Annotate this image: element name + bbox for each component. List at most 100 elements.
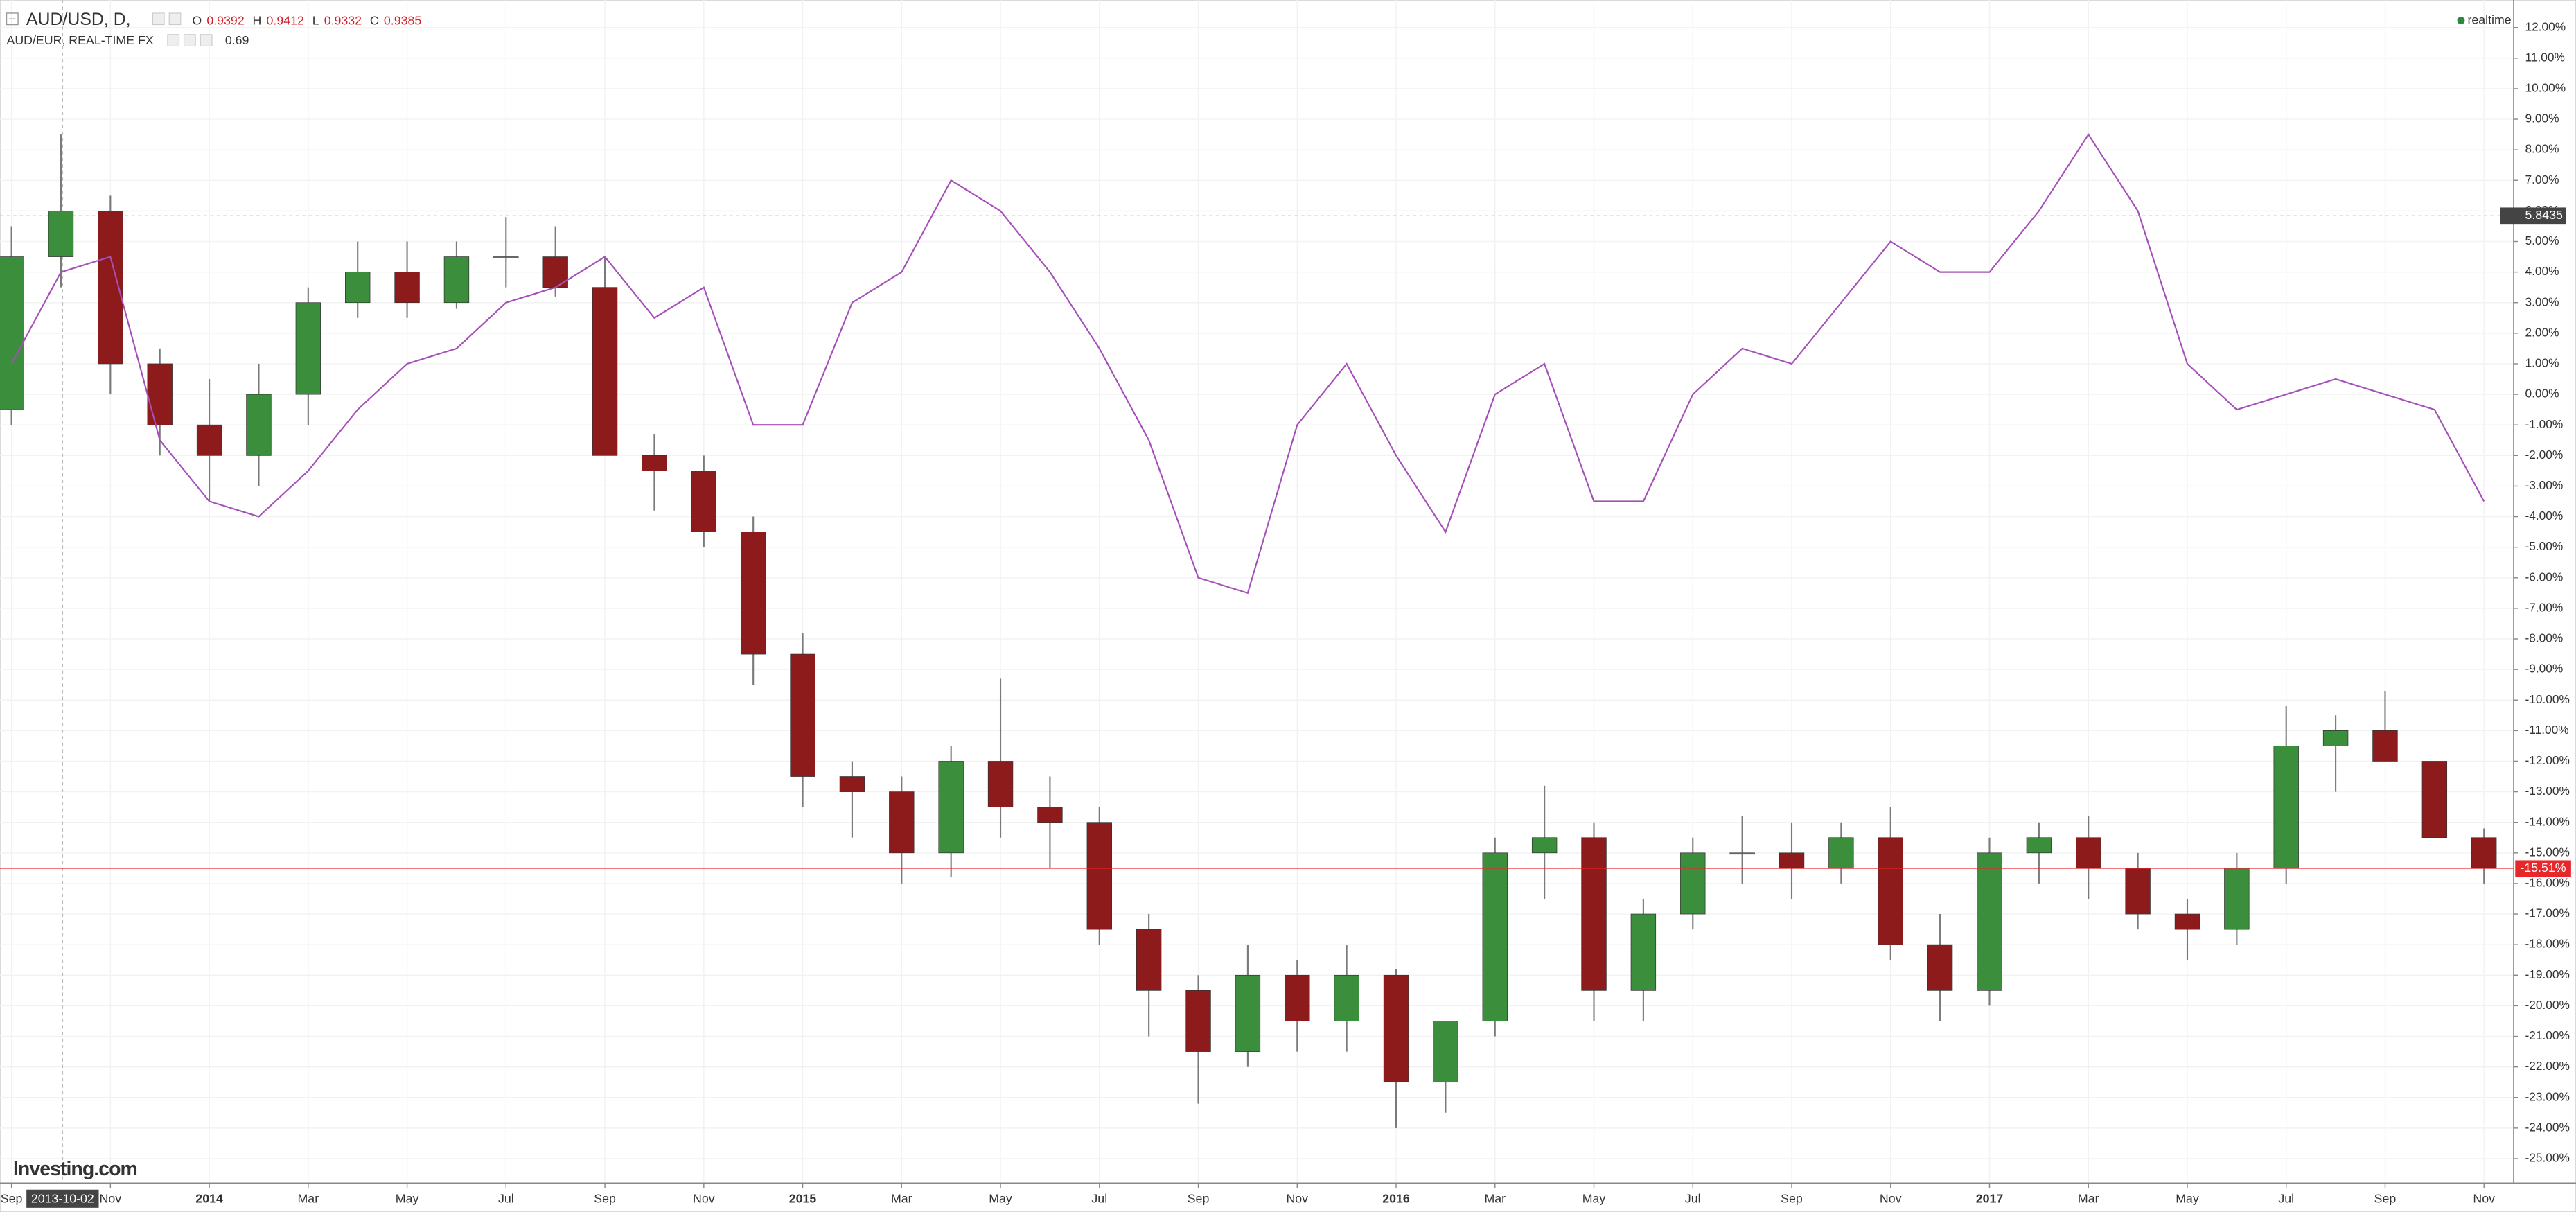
x-tick-label: Sep: [2374, 1192, 2397, 1206]
candle-body: [2421, 761, 2448, 838]
candle-body: [839, 776, 865, 792]
candle-body: [2125, 868, 2151, 915]
y-tick-label: -11.00%: [2525, 723, 2568, 737]
candle-body: [493, 256, 519, 258]
x-tick-label: Nov: [1286, 1192, 1308, 1206]
y-tick-label: -16.00%: [2525, 875, 2569, 889]
y-tick-label: -17.00%: [2525, 906, 2569, 920]
x-tick-label: Nov: [100, 1192, 122, 1206]
x-tick-label: 2016: [1382, 1192, 1410, 1206]
x-tick-label: Jul: [1685, 1192, 1701, 1206]
y-tick-label: 11.00%: [2525, 50, 2564, 64]
x-tick-label: Mar: [891, 1192, 912, 1206]
x-tick-label: Mar: [298, 1192, 319, 1206]
y-tick-label: -9.00%: [2525, 662, 2563, 676]
y-tick-label: -2.00%: [2525, 448, 2563, 462]
quote-label: O: [192, 14, 202, 28]
candle-body: [1828, 837, 1854, 869]
candle-body: [295, 302, 321, 395]
grid: [0, 0, 2514, 1184]
logo: Investing.com: [13, 1158, 137, 1180]
candle-body: [443, 256, 470, 304]
y-tick-label: -10.00%: [2525, 692, 2569, 706]
icon[interactable]: [167, 34, 180, 46]
candle-body: [2372, 730, 2398, 762]
crosshair-y-box: [2500, 207, 2566, 225]
candle-body: [987, 761, 1014, 808]
y-tick-label: -22.00%: [2525, 1059, 2569, 1073]
plot: [0, 133, 2514, 1128]
y-tick-label: -6.00%: [2525, 570, 2563, 583]
status-dot: [2457, 17, 2465, 25]
y-tick-label: -7.00%: [2525, 600, 2563, 614]
candle-body: [2224, 868, 2250, 930]
candle-body: [1086, 822, 1112, 930]
quote-label: C: [370, 14, 379, 28]
candle-body: [1482, 852, 1508, 1021]
quote-value: 0.9392: [206, 14, 244, 28]
x-tick-label: Jul: [1091, 1192, 1107, 1206]
candle-body: [147, 363, 173, 425]
candle-body: [642, 455, 667, 471]
candle-body: [1977, 852, 2002, 991]
candle-body: [2174, 913, 2200, 930]
icon[interactable]: [152, 12, 165, 26]
x-tick-label: Nov: [2473, 1192, 2495, 1206]
y-tick-label: 1.00%: [2525, 356, 2559, 370]
candle-body: [1878, 837, 1903, 945]
line: [10, 133, 2485, 595]
candle-body: [889, 791, 915, 854]
last-value-box: [2515, 860, 2571, 877]
y-tick-label: -23.00%: [2525, 1089, 2569, 1103]
icon[interactable]: [200, 34, 213, 46]
quote: O 0.9392 H 0.9412 L 0.9332 C 0.9385: [192, 14, 421, 28]
x-tick-label: May: [396, 1192, 419, 1206]
x-tick-label: Jul: [498, 1192, 514, 1206]
y-tick-label: -1.00%: [2525, 417, 2563, 431]
candle-body: [0, 256, 24, 410]
x-tick-label: May: [1582, 1192, 1606, 1206]
y-tick-label: 7.00%: [2525, 173, 2559, 186]
candle-body: [1136, 929, 1162, 991]
candle-body: [2076, 837, 2101, 869]
candle-body: [1680, 852, 1706, 915]
candle-body: [1531, 837, 1558, 854]
x-tick-label: Nov: [693, 1192, 715, 1206]
y-tick-label: -3.00%: [2525, 478, 2563, 492]
y-tick-label: -4.00%: [2525, 509, 2563, 522]
candle-body: [740, 532, 766, 655]
y-tick-label: 9.00%: [2525, 112, 2559, 125]
y-tick-label: -14.00%: [2525, 814, 2569, 828]
candle-body: [1729, 852, 1755, 855]
series-title: AUD/EUR, REAL-TIME FX: [6, 33, 153, 47]
candle-body: [1185, 990, 1211, 1052]
quote-value: 0.9385: [384, 14, 421, 28]
candle-body: [2471, 837, 2497, 869]
collapse-button[interactable]: [6, 12, 19, 26]
y-tick-label: -18.00%: [2525, 937, 2569, 951]
candle-body: [1037, 807, 1063, 823]
candle-body: [938, 761, 964, 854]
series-title: AUD/USD, D,: [26, 10, 131, 29]
y-tick-label: -24.00%: [2525, 1120, 2569, 1134]
crosshair-x-box: [26, 1189, 99, 1208]
x-tick-label: May: [989, 1192, 1012, 1206]
crosshair-x-label: 2013-10-02: [31, 1192, 94, 1206]
candle-body: [1927, 944, 1953, 991]
y-tick-label: -15.00%: [2525, 845, 2569, 859]
candle-body: [1581, 837, 1607, 991]
y-tick-label: 8.00%: [2525, 142, 2559, 156]
y-tick-label: 2.00%: [2525, 325, 2559, 339]
y-tick-label: -8.00%: [2525, 631, 2563, 645]
icon[interactable]: [183, 34, 196, 46]
x-tick-label: May: [2176, 1192, 2199, 1206]
y-tick-label: 12.00%: [2525, 19, 2566, 33]
quote-label: L: [312, 14, 319, 28]
candle-body: [1285, 974, 1310, 1021]
icon[interactable]: [168, 12, 182, 26]
candle-body: [1630, 913, 1657, 991]
candle-body: [2322, 730, 2349, 746]
x-tick-label: 2015: [789, 1192, 817, 1206]
candle-body: [196, 424, 222, 456]
